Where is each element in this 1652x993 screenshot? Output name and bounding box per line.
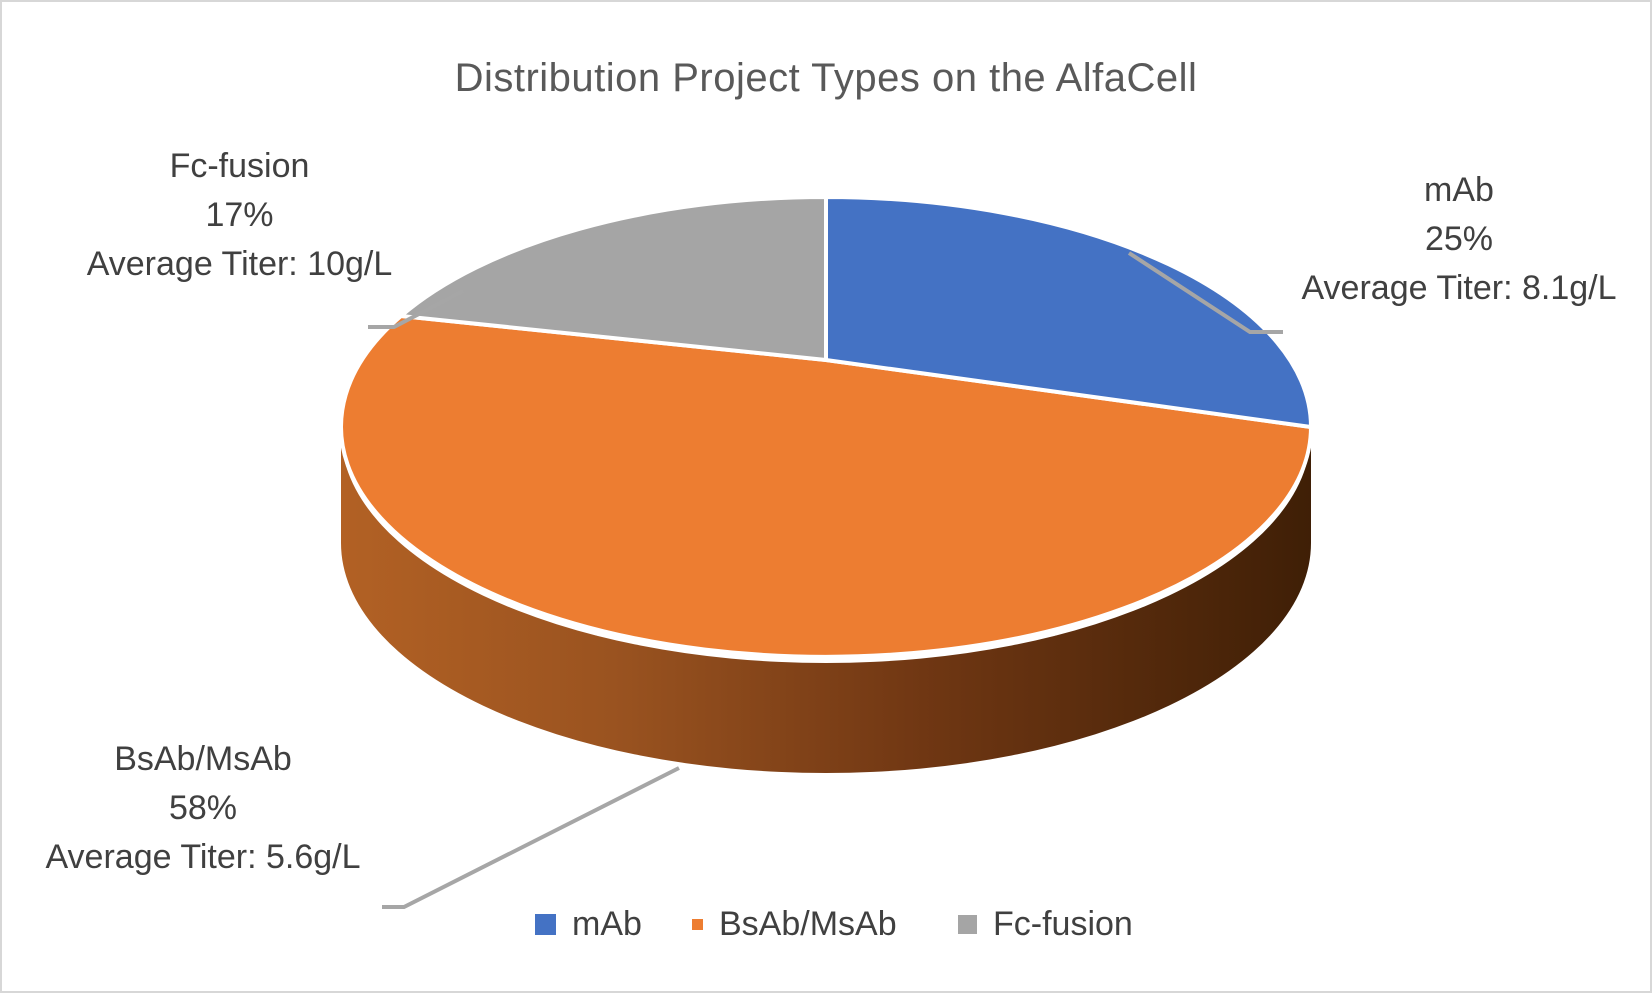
fc-fusion-name: Fc-fusion [169, 147, 310, 185]
bsab-msab-titer: Average Titer: 5.6g/L [45, 838, 361, 876]
legend-item-bsab-msab[interactable]: BsAb/MsAb [692, 900, 897, 948]
leader-line-mab [1127, 251, 1283, 334]
data-label-mab: mAb 25% Average Titer: 8.1g/L [1268, 166, 1650, 313]
legend-label-fc-fusion: Fc-fusion [993, 905, 1133, 943]
chart-title: Distribution Project Types on the AlfaCe… [454, 56, 1198, 100]
legend-label-mab: mAb [572, 905, 642, 943]
legend-item-fc-fusion[interactable]: Fc-fusion [958, 900, 1133, 948]
pie-slice-mab[interactable] [824, 195, 1313, 429]
pie-slice-fc-fusion[interactable] [399, 195, 828, 362]
legend-item-mab[interactable]: mAb [535, 900, 642, 948]
legend-swatch-mab [535, 914, 556, 935]
legend-label-bsab-msab: BsAb/MsAb [719, 905, 897, 943]
leader-line-bsab-msab [382, 766, 680, 909]
pie-side-wall [341, 433, 1311, 773]
legend-swatch-fc-fusion [958, 915, 977, 934]
mab-percent: 25% [1424, 220, 1494, 258]
fc-fusion-percent: 17% [205, 196, 274, 234]
bsab-msab-percent: 58% [168, 789, 238, 827]
leader-line-fc-fusion [368, 289, 464, 329]
data-label-fc-fusion: Fc-fusion 17% Average Titer: 10g/L [42, 142, 437, 289]
pie-slice-bsab-msab[interactable] [339, 314, 1313, 659]
mab-titer: Average Titer: 8.1g/L [1301, 269, 1617, 307]
legend-swatch-bsab-msab [692, 919, 703, 930]
mab-name: mAb [1424, 171, 1494, 209]
bsab-msab-name: BsAb/MsAb [114, 740, 292, 778]
data-label-bsab-msab: BsAb/MsAb 58% Average Titer: 5.6g/L [12, 735, 394, 882]
fc-fusion-titer: Average Titer: 10g/L [86, 245, 393, 283]
